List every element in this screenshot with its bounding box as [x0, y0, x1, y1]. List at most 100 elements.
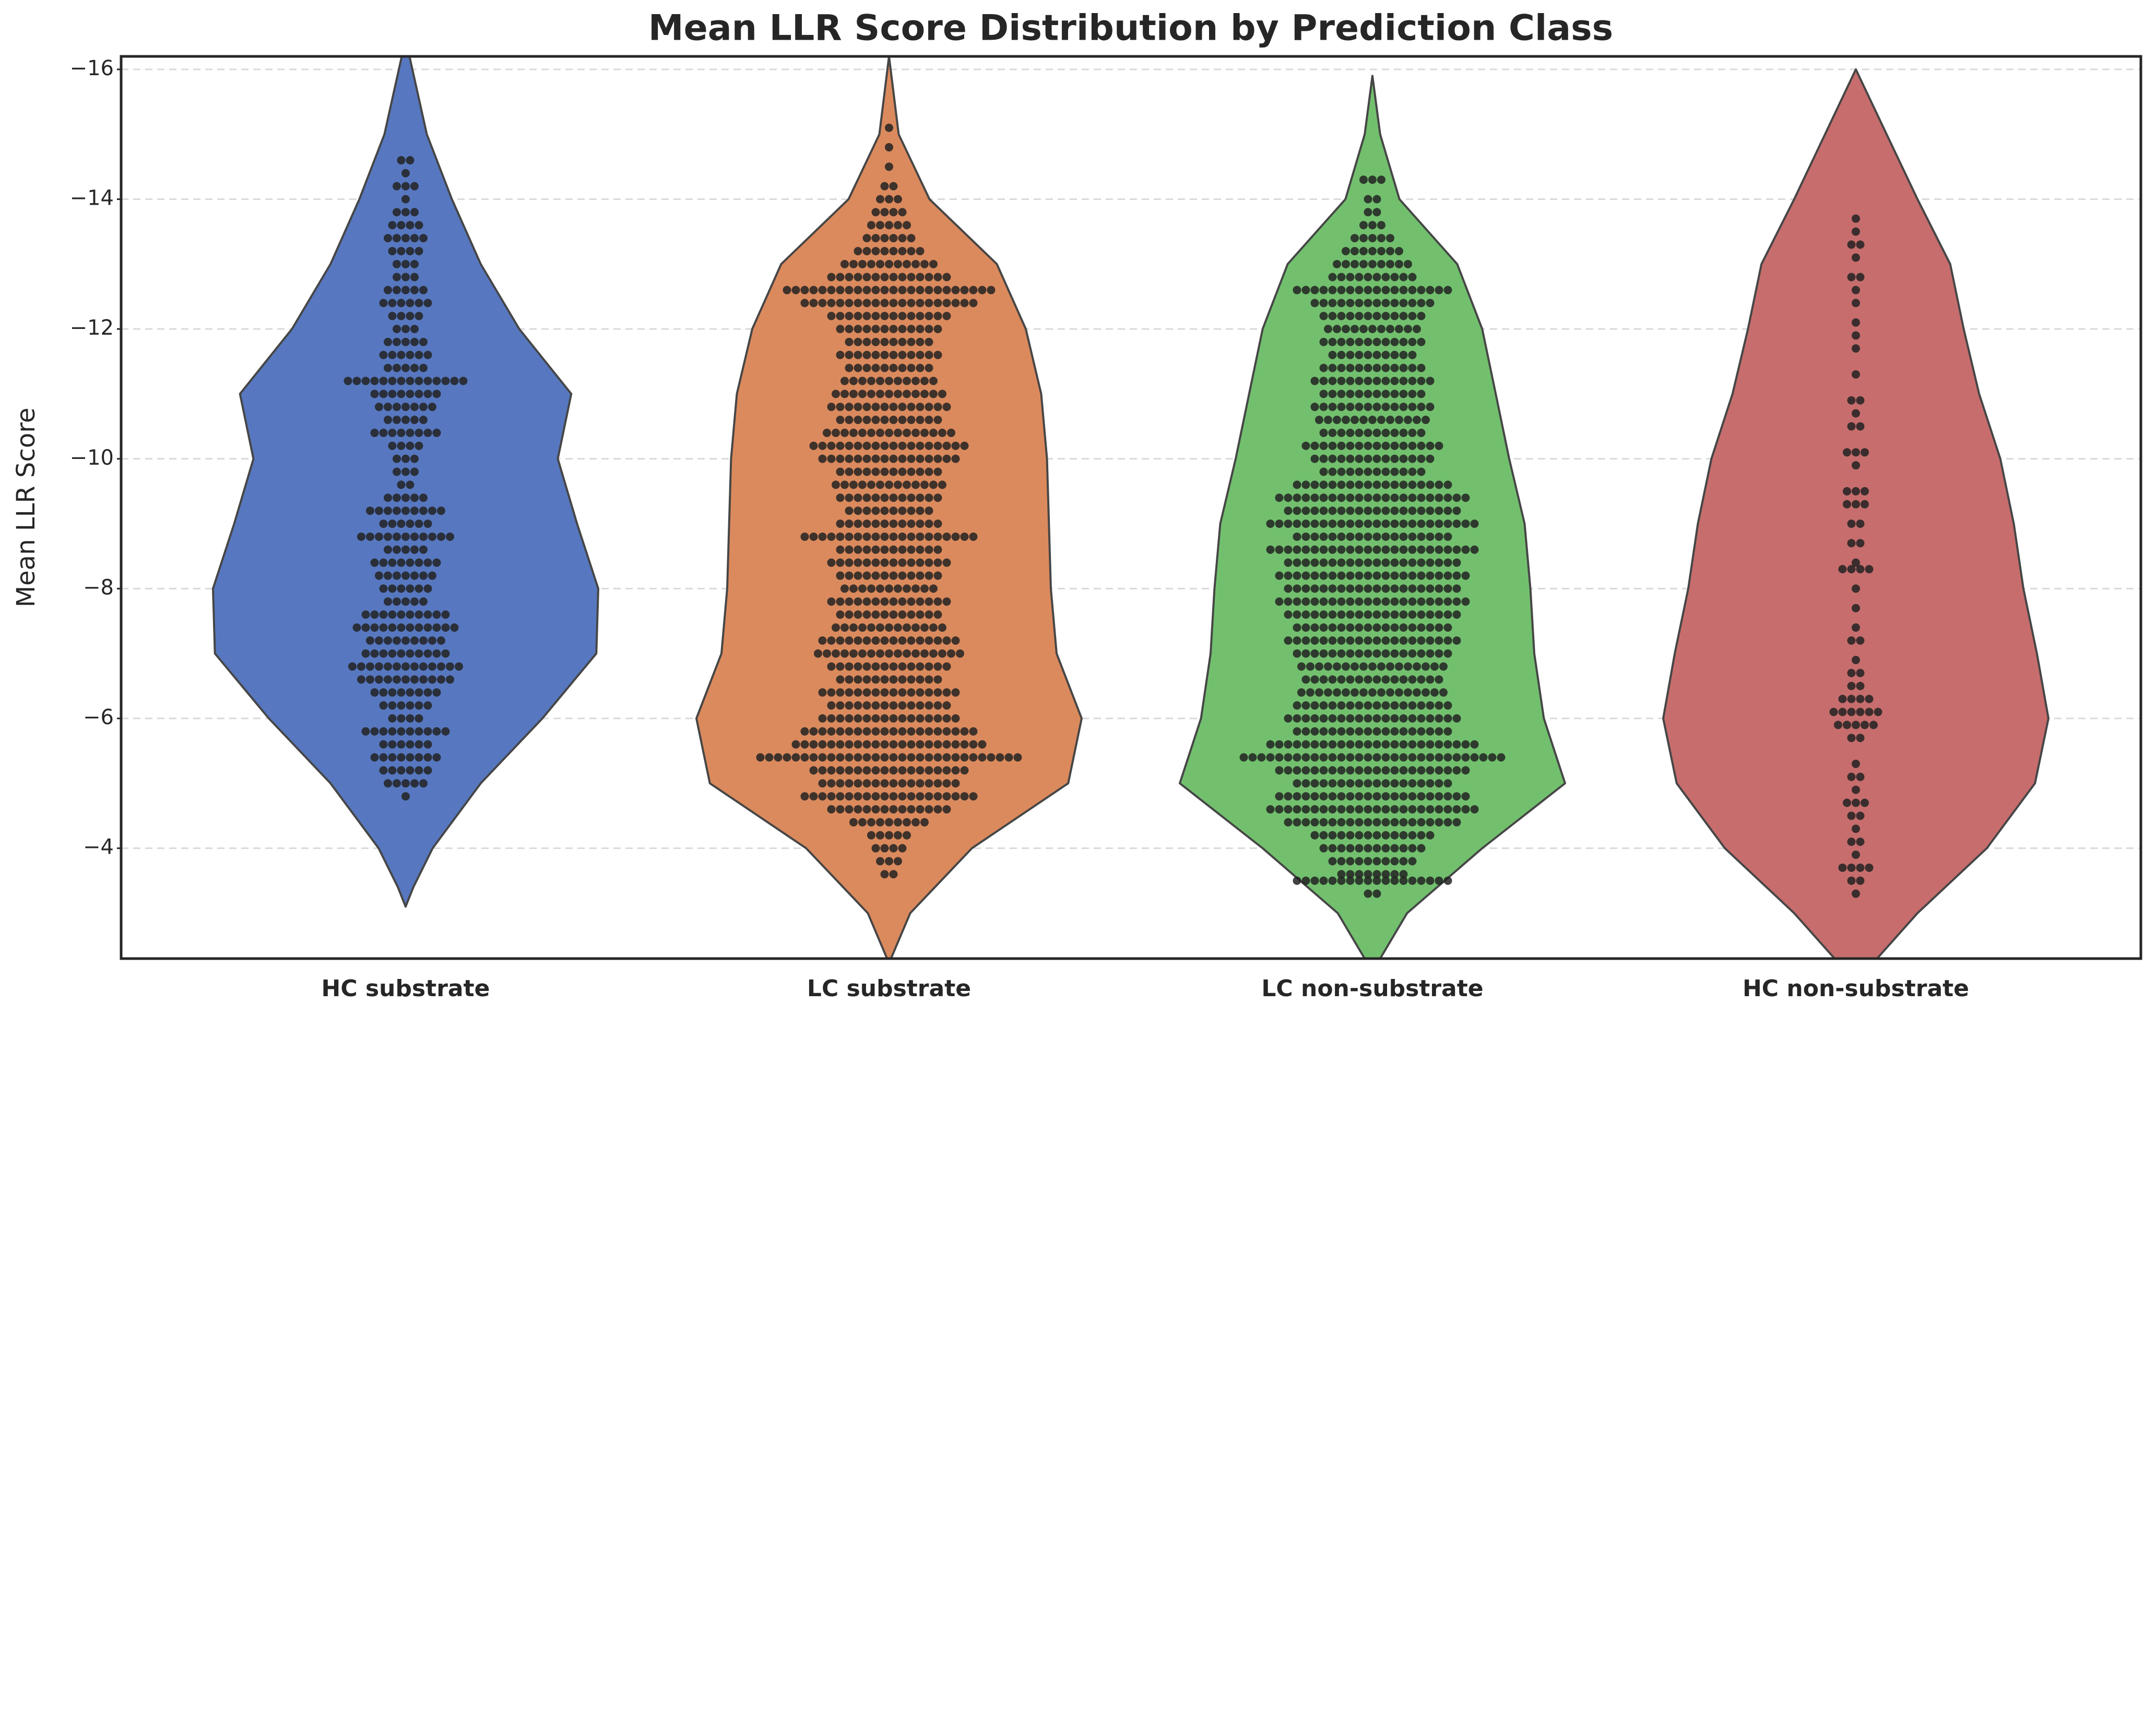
- swarm-point: [1275, 571, 1284, 580]
- swarm-point: [1319, 480, 1328, 489]
- swarm-point: [370, 623, 379, 632]
- swarm-point: [1319, 701, 1328, 710]
- swarm-point: [1417, 337, 1426, 346]
- swarm-point: [423, 584, 432, 593]
- swarm-point: [441, 610, 450, 619]
- swarm-point: [876, 480, 884, 489]
- swarm-point: [1381, 818, 1390, 826]
- swarm-point: [862, 286, 871, 294]
- swarm-point: [1337, 299, 1346, 308]
- swarm-point: [871, 805, 880, 814]
- swarm-point: [1337, 766, 1346, 775]
- swarm-point: [406, 701, 414, 710]
- swarm-point: [388, 727, 397, 736]
- swarm-point: [854, 441, 862, 450]
- swarm-point: [942, 558, 951, 567]
- swarm-point: [423, 429, 432, 438]
- swarm-point: [809, 753, 818, 762]
- swarm-point: [1435, 286, 1443, 294]
- swarm-point: [871, 519, 880, 528]
- swarm-point: [1368, 688, 1377, 697]
- swarm-point: [384, 779, 392, 788]
- swarm-point: [1301, 441, 1310, 450]
- swarm-point: [827, 532, 836, 541]
- swarm-point: [1399, 389, 1408, 398]
- swarm-point: [1364, 454, 1372, 463]
- swarm-point: [1284, 506, 1293, 515]
- swarm-point: [871, 325, 880, 334]
- swarm-point: [379, 727, 388, 736]
- swarm-point: [437, 532, 445, 541]
- swarm-point: [1355, 403, 1364, 411]
- swarm-point: [827, 558, 836, 567]
- swarm-point: [1404, 688, 1412, 697]
- swarm-point: [1310, 545, 1319, 554]
- swarm-point: [871, 701, 880, 710]
- swarm-point: [1399, 493, 1408, 502]
- swarm-point: [1372, 876, 1381, 885]
- swarm-point: [867, 480, 875, 489]
- swarm-point: [1381, 876, 1390, 885]
- swarm-point: [1399, 753, 1408, 762]
- swarm-point: [885, 195, 893, 204]
- swarm-point: [1301, 519, 1310, 528]
- swarm-point: [880, 571, 889, 580]
- swarm-point: [1355, 506, 1364, 515]
- swarm-point: [1413, 416, 1421, 424]
- swarm-point: [1390, 636, 1399, 645]
- swarm-point: [423, 701, 432, 710]
- swarm-point: [1310, 403, 1319, 411]
- swarm-point: [1319, 506, 1328, 515]
- swarm-point: [1359, 221, 1368, 230]
- swarm-point: [925, 727, 933, 736]
- swarm-point: [1399, 480, 1408, 489]
- swarm-point: [871, 454, 880, 463]
- swarm-point: [827, 403, 836, 411]
- swarm-point: [1310, 636, 1319, 645]
- swarm-point: [818, 532, 827, 541]
- swarm-point: [920, 429, 929, 438]
- swarm-point: [1368, 246, 1377, 255]
- swarm-point: [414, 714, 423, 723]
- swarm-point: [916, 805, 925, 814]
- swarm-point: [871, 688, 880, 697]
- swarm-point: [898, 792, 907, 801]
- swarm-point: [1355, 429, 1364, 438]
- swarm-point: [880, 805, 889, 814]
- swarm-point: [1319, 429, 1328, 438]
- swarm-point: [818, 299, 827, 308]
- swarm-point: [1381, 312, 1390, 321]
- swarm-point: [898, 714, 907, 723]
- swarm-point: [1284, 766, 1293, 775]
- swarm-point: [1847, 240, 1856, 249]
- swarm-point: [1346, 376, 1355, 385]
- swarm-point: [1838, 565, 1847, 574]
- swarm-point: [1435, 532, 1443, 541]
- swarm-point: [925, 675, 933, 684]
- swarm-point: [880, 299, 889, 308]
- swarm-point: [880, 766, 889, 775]
- swarm-point: [1399, 558, 1408, 567]
- swarm-point: [836, 454, 845, 463]
- swarm-point: [1852, 889, 1860, 898]
- swarm-point: [1426, 299, 1435, 308]
- swarm-point: [432, 753, 441, 762]
- swarm-point: [410, 286, 419, 294]
- swarm-point: [809, 792, 818, 801]
- swarm-point: [858, 389, 867, 398]
- swarm-point: [1364, 273, 1372, 281]
- swarm-point: [871, 597, 880, 606]
- swarm-point: [836, 597, 845, 606]
- swarm-point: [845, 610, 854, 619]
- swarm-point: [1328, 493, 1337, 502]
- swarm-point: [1372, 597, 1381, 606]
- swarm-point: [898, 779, 907, 788]
- swarm-point: [1443, 506, 1452, 515]
- swarm-point: [1364, 727, 1372, 736]
- swarm-point: [1390, 818, 1399, 826]
- swarm-point: [370, 727, 379, 736]
- swarm-point: [1426, 454, 1435, 463]
- swarm-point: [911, 376, 920, 385]
- swarm-point: [862, 558, 871, 567]
- swarm-point: [885, 389, 893, 398]
